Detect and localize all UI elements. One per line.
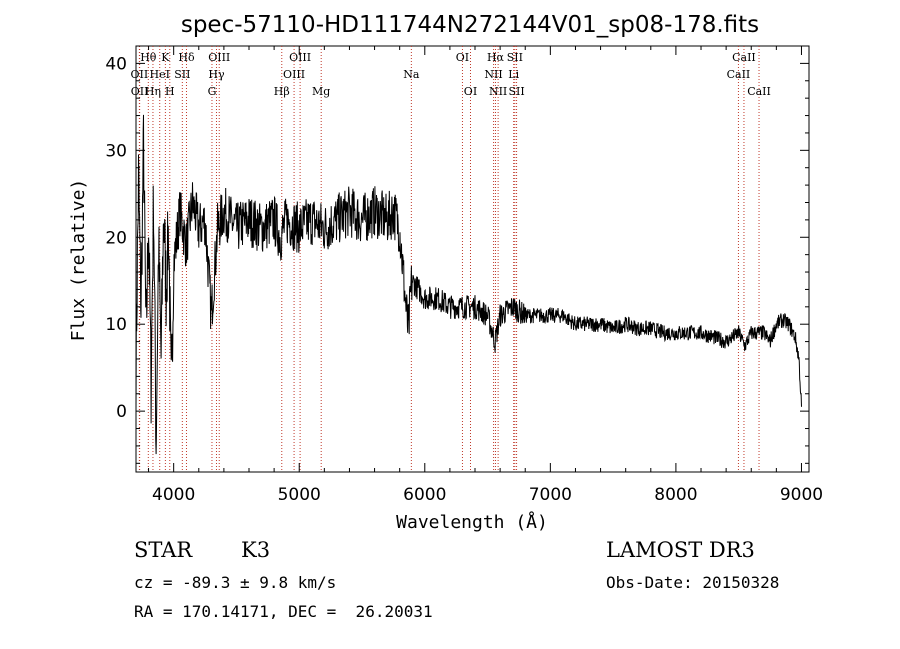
- x-tick-label-5000: 5000: [278, 485, 321, 505]
- line-label-24: SII: [508, 85, 524, 98]
- line-label-9: OIII: [208, 51, 230, 64]
- line-label-22: SII: [507, 51, 523, 64]
- spectral-line-markers: [138, 46, 760, 472]
- object-class: STAR: [134, 538, 193, 562]
- spectral-subclass: K3: [241, 538, 271, 562]
- line-label-8: SII: [174, 68, 190, 81]
- plot-frame: [135, 45, 810, 473]
- line-label-12: Hβ: [274, 85, 290, 98]
- line-label-10: Hγ: [208, 68, 225, 81]
- survey-name: LAMOST DR3: [606, 538, 755, 562]
- line-label-20: NII: [484, 68, 502, 81]
- line-label-1: OII: [131, 68, 149, 81]
- line-label-5: HeI: [150, 68, 170, 81]
- series-line-flux: [135, 114, 802, 455]
- line-label-2: OII: [131, 85, 149, 98]
- chart-title: spec-57110-HD111744N272144V01_sp08-178.f…: [181, 12, 759, 38]
- x-axis: 4000 5000 6000 7000 8000 9000: [148, 46, 823, 505]
- line-label-23: Li: [508, 68, 519, 81]
- y-tick-label-20: 20: [105, 228, 127, 248]
- y-tick-label-10: 10: [105, 315, 127, 335]
- line-label-17: OI: [456, 51, 469, 64]
- x-axis-label: Wavelength (Å): [396, 511, 548, 533]
- line-label-16: Na: [403, 68, 420, 81]
- line-label-14: OIII: [283, 68, 305, 81]
- line-label-26: CaII: [727, 68, 751, 81]
- redshift-velocity: cz = -89.3 ± 9.8 km/s: [134, 573, 337, 592]
- line-label-18: OI: [464, 85, 477, 98]
- line-label-15: Mg: [312, 85, 330, 98]
- line-label-7: Hδ: [178, 51, 195, 64]
- y-tick-label-0: 0: [116, 402, 127, 422]
- y-tick-label-40: 40: [105, 54, 127, 74]
- y-tick-label-30: 30: [105, 141, 127, 161]
- line-label-6: H: [165, 85, 175, 98]
- x-tick-label-4000: 4000: [152, 485, 195, 505]
- y-axis-label: Flux (relative): [68, 179, 89, 342]
- line-label-19: Hα: [487, 51, 505, 64]
- line-label-4: K: [161, 51, 170, 64]
- line-label-27: CaII: [747, 85, 771, 98]
- line-label-21: NII: [489, 85, 507, 98]
- line-label-13: OIII: [289, 51, 311, 64]
- line-label-0: Hθ: [140, 51, 157, 64]
- series-layer: [135, 114, 802, 455]
- line-label-25: CaII: [732, 51, 756, 64]
- x-tick-label-7000: 7000: [529, 485, 572, 505]
- line-label-11: G: [208, 85, 217, 98]
- coordinates: RA = 170.14171, DEC = 26.20031: [134, 602, 433, 621]
- x-tick-label-8000: 8000: [654, 485, 697, 505]
- line-label-3: Hη: [145, 85, 161, 98]
- observation-date: Obs-Date: 20150328: [606, 573, 780, 592]
- x-tick-label-6000: 6000: [403, 485, 446, 505]
- x-tick-label-9000: 9000: [780, 485, 823, 505]
- y-axis: 0 10 20 30 40: [105, 45, 809, 464]
